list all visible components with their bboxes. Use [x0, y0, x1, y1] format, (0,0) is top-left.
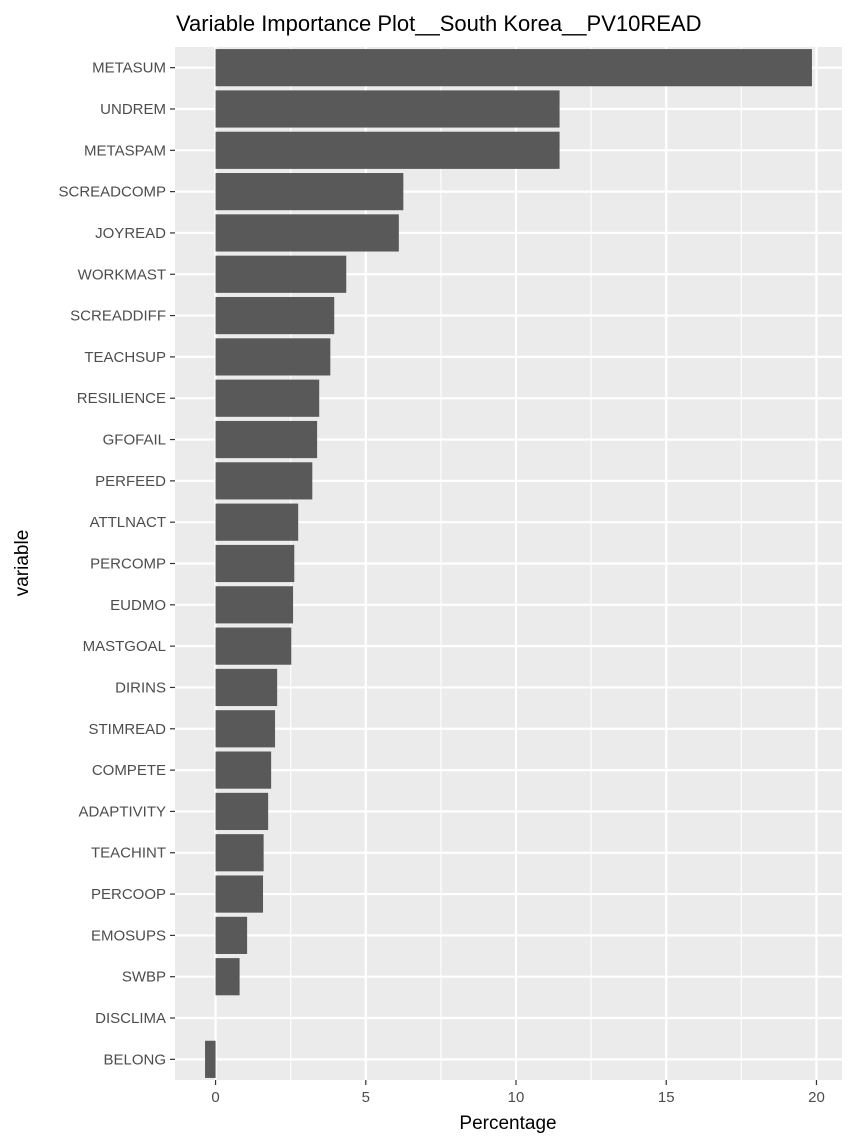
y-tick-label: PERCOOP	[91, 886, 166, 903]
y-tick-label: TEACHSUP	[84, 349, 166, 366]
y-tick-label: PERCOMP	[90, 556, 166, 573]
bar-adaptivity	[215, 792, 269, 831]
x-tick-label: 20	[808, 1089, 825, 1106]
y-tick-label: UNDREM	[100, 101, 166, 118]
x-axis: 0 5 10 15 20	[211, 1080, 825, 1106]
bar-gfofail	[215, 420, 318, 459]
bar-screadcomp	[215, 173, 404, 211]
y-tick-label: EUDMO	[110, 597, 166, 614]
bar-metasum	[215, 49, 812, 87]
y-axis: METASUM UNDREM METASPAM SCREADCOMP JOYREAD WO…	[58, 60, 175, 1068]
y-tick-label: ATTLNACT	[90, 514, 166, 531]
y-tick-label: STIMREAD	[88, 721, 166, 738]
y-tick-label: DISCLIMA	[95, 1010, 166, 1027]
y-tick-label: SCREADCOMP	[58, 184, 166, 201]
bar-emosups	[215, 916, 248, 954]
y-tick-label: TEACHINT	[91, 845, 166, 862]
y-tick-label: DIRINS	[115, 679, 166, 696]
chart-title: Variable Importance Plot__South Korea__P…	[176, 11, 701, 36]
bar-stimread	[215, 710, 276, 748]
y-tick-label: METASPAM	[84, 142, 166, 159]
y-tick-label: METASUM	[92, 60, 166, 77]
bar-mastgoal	[215, 627, 292, 665]
x-tick-label: 5	[362, 1089, 370, 1106]
x-axis-title: Percentage	[459, 1113, 556, 1134]
bar-percoop	[215, 875, 264, 913]
bar-perfeed	[215, 462, 313, 500]
bar-metaspam	[215, 131, 560, 169]
bar-swbp	[215, 958, 240, 996]
y-axis-title: variable	[12, 530, 33, 597]
bar-teachsup	[215, 338, 331, 376]
y-tick-label: MASTGOAL	[83, 638, 166, 655]
y-tick-label: EMOSUPS	[91, 927, 166, 944]
y-tick-label: COMPETE	[92, 762, 166, 779]
x-tick-label: 10	[508, 1089, 525, 1106]
bar-attlnact	[215, 503, 299, 541]
bar-teachint	[215, 834, 264, 872]
bar-resilience	[215, 379, 320, 417]
bar-percomp	[215, 544, 295, 583]
bars	[205, 49, 812, 1078]
bar-undrem	[215, 90, 560, 128]
bar-workmast	[215, 255, 347, 293]
y-tick-label: PERFEED	[95, 473, 166, 490]
bar-joyread	[215, 214, 399, 252]
y-tick-label: SWBP	[122, 969, 166, 986]
x-tick-label: 0	[211, 1089, 219, 1106]
y-tick-label: RESILIENCE	[77, 390, 166, 407]
bar-dirins	[215, 668, 278, 707]
y-tick-label: SCREADDIFF	[70, 308, 166, 325]
y-tick-label: WORKMAST	[78, 266, 166, 283]
y-tick-label: ADAPTIVITY	[78, 803, 166, 820]
bar-screaddiff	[215, 296, 335, 335]
y-tick-label: JOYREAD	[95, 225, 166, 242]
y-tick-label: GFOFAIL	[103, 432, 166, 449]
bar-eudmo	[215, 586, 294, 624]
bar-belong	[205, 1040, 216, 1078]
bar-compete	[215, 751, 272, 789]
x-tick-label: 15	[658, 1089, 675, 1106]
y-tick-label: BELONG	[103, 1051, 166, 1068]
